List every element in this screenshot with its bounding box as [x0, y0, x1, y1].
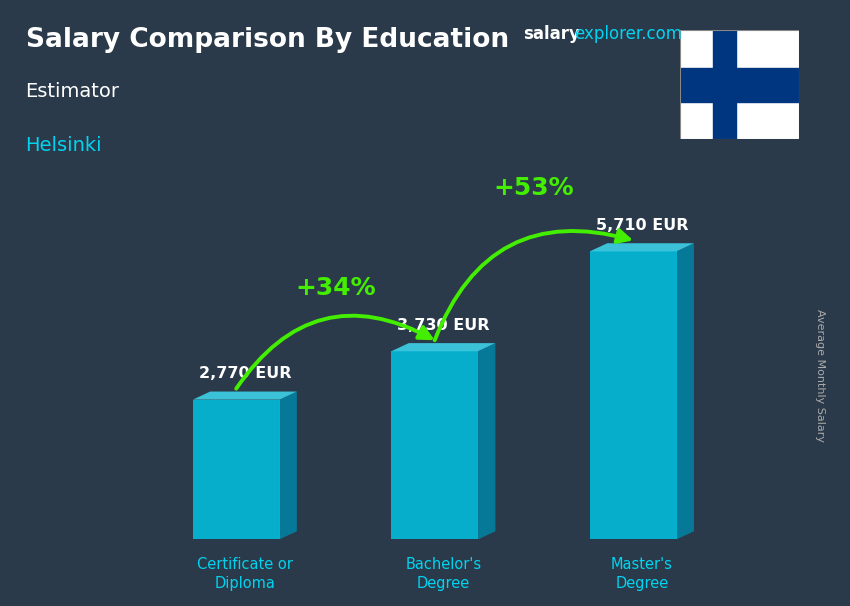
- Text: Bachelor's
Degree: Bachelor's Degree: [405, 557, 481, 591]
- Text: Helsinki: Helsinki: [26, 136, 102, 155]
- Bar: [680, 68, 799, 102]
- Text: Salary Comparison By Education: Salary Comparison By Education: [26, 27, 508, 53]
- Bar: [713, 30, 736, 139]
- Text: salary: salary: [523, 25, 580, 44]
- Polygon shape: [280, 391, 297, 539]
- Text: 5,710 EUR: 5,710 EUR: [596, 218, 688, 233]
- Polygon shape: [193, 391, 297, 399]
- Polygon shape: [391, 343, 496, 351]
- Text: Estimator: Estimator: [26, 82, 120, 101]
- Bar: [193, 399, 280, 539]
- Text: +34%: +34%: [295, 276, 376, 300]
- Text: +53%: +53%: [494, 176, 575, 200]
- Polygon shape: [677, 243, 694, 539]
- Text: Certificate or
Diploma: Certificate or Diploma: [197, 557, 292, 591]
- Bar: [391, 351, 478, 539]
- Text: Average Monthly Salary: Average Monthly Salary: [815, 309, 825, 442]
- Text: 3,730 EUR: 3,730 EUR: [397, 318, 490, 333]
- Text: 2,770 EUR: 2,770 EUR: [199, 367, 291, 381]
- Text: explorer.com: explorer.com: [574, 25, 682, 44]
- Polygon shape: [478, 343, 496, 539]
- Text: Master's
Degree: Master's Degree: [611, 557, 673, 591]
- Bar: [590, 251, 677, 539]
- Polygon shape: [590, 243, 694, 251]
